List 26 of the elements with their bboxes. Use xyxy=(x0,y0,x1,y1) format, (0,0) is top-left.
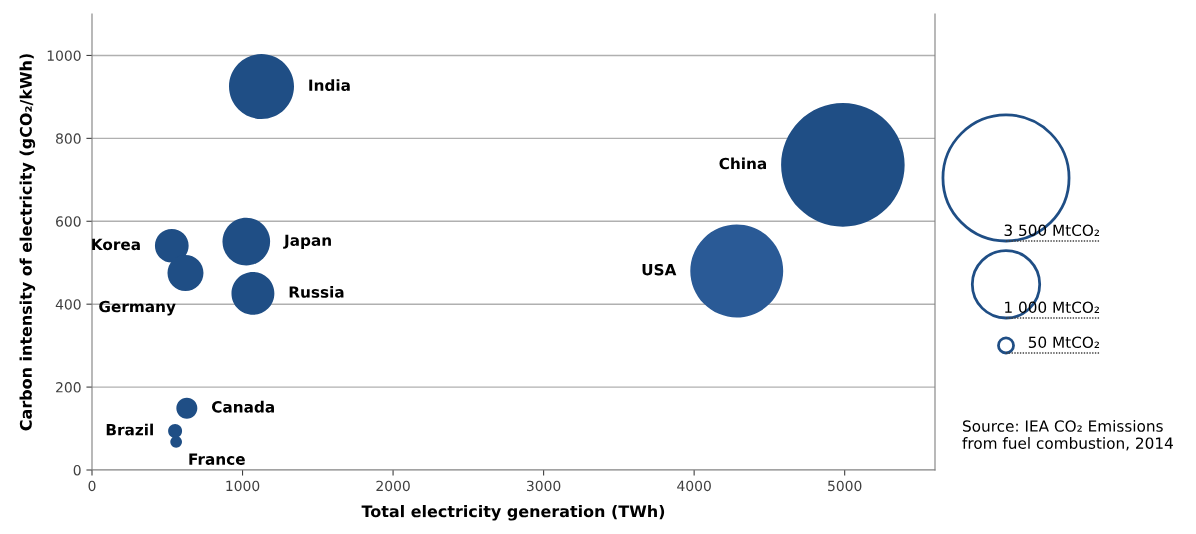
source-note: Source: IEA CO₂ Emissions from fuel combustion, 2014 xyxy=(962,420,1173,451)
x-tick-label: 1000 xyxy=(226,480,260,492)
series-label: Japan xyxy=(283,234,331,249)
x-tick-label: 0 xyxy=(88,480,96,492)
y-axis-title: Carbon intensity of electricity (gCO₂/kWh) xyxy=(19,54,36,431)
x-tick-label: 4000 xyxy=(677,480,711,492)
x-tick-label: 5000 xyxy=(828,480,862,492)
series-label: Germany xyxy=(99,300,176,316)
series-label: Korea xyxy=(92,238,140,251)
series-label: China xyxy=(719,157,767,170)
series-label: Russia xyxy=(289,286,344,298)
x-tick-label: 3000 xyxy=(526,480,561,492)
x-axis-title: Total electricity generation (TWh) xyxy=(361,504,665,521)
series-label: USA xyxy=(642,263,677,276)
y-tick-label: 400 xyxy=(55,299,81,310)
y-tick-label: 200 xyxy=(56,382,81,393)
series-label: Brazil xyxy=(106,423,153,436)
legend-label: 50 MtCO₂ xyxy=(1028,336,1100,349)
y-tick-label: 600 xyxy=(56,216,81,227)
x-tick-label: 2000 xyxy=(376,480,410,492)
series-label: France xyxy=(189,453,245,465)
series-label: Canada xyxy=(211,400,274,413)
y-tick-label: 800 xyxy=(56,133,81,144)
y-tick-label: 1000 xyxy=(47,50,81,61)
y-tick-label: 0 xyxy=(73,464,81,476)
series-label: India xyxy=(309,79,350,91)
